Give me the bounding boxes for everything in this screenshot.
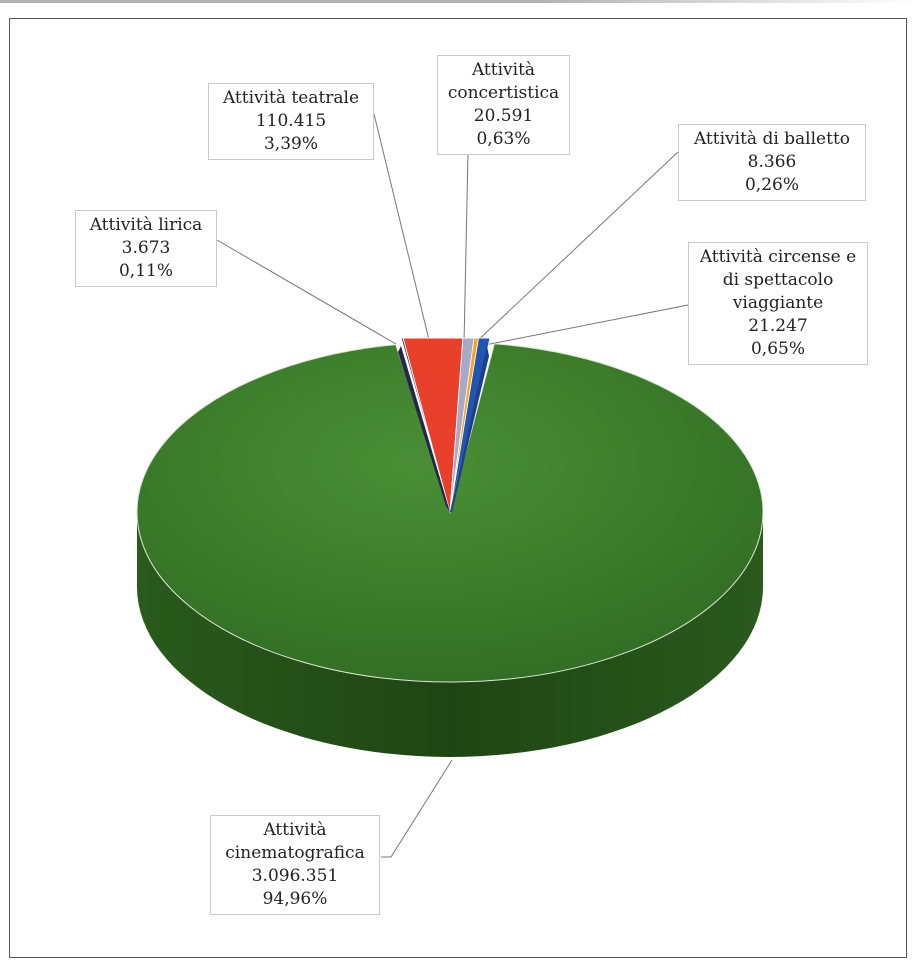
label-concertistica: Attività concertistica 20.591 0,63%: [437, 55, 570, 155]
leader-line-teatrale: [373, 113, 431, 345]
slice-edge-right: [450, 346, 489, 512]
leader-line-concertistica: [463, 151, 469, 345]
label-balletto: Attività di balletto 8.366 0,26%: [678, 124, 866, 201]
top-rule: [0, 0, 917, 3]
pie-body: [136, 337, 764, 757]
leader-line-lirica: [216, 239, 397, 345]
leader-line-balletto: [473, 151, 679, 345]
leader-lines: [216, 113, 689, 858]
slice-side-cinematografica: [137, 512, 763, 757]
slice-cinematografica: [136, 343, 764, 683]
slice-edge-left: [398, 346, 450, 512]
leader-line-cinematografica: [381, 759, 453, 858]
leader-line-circense: [479, 304, 689, 347]
label-teatrale: Attività teatrale 110.415 3,39%: [208, 83, 374, 160]
label-circense: Attività circense e di spettacolo viaggi…: [688, 242, 868, 365]
label-lirica: Attività lirica 3.673 0,11%: [75, 210, 217, 287]
label-cinematografica: Attività cinematografica 3.096.351 94,96…: [210, 815, 380, 915]
